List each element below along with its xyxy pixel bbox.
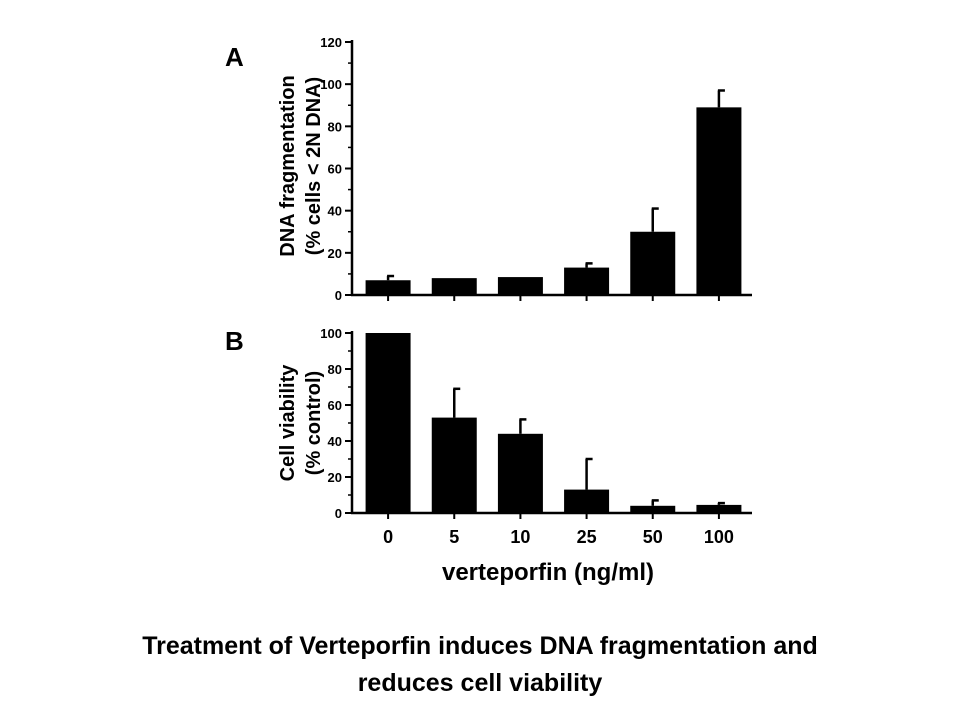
panel-b-ylabel-line1: Cell viability <box>277 364 299 482</box>
caption-line-2: reduces cell viability <box>357 669 603 697</box>
y-tick-label: 60 <box>328 398 342 413</box>
y-tick-label: 40 <box>328 204 342 219</box>
panel-a-chart: A DNA fragmentation (% cells < 2N DNA) 0… <box>225 35 752 303</box>
x-tick-label: 25 <box>577 527 597 547</box>
bar-a-10 <box>497 277 543 295</box>
bar-a-100 <box>696 107 742 295</box>
bar-b-10 <box>497 433 543 513</box>
y-tick-label: 20 <box>328 246 342 261</box>
bar-b-50 <box>630 505 676 513</box>
bar-b-5 <box>431 417 477 513</box>
panel-b-x-tick-labels: 0 5 10 25 50 100 <box>383 527 734 547</box>
figure: A DNA fragmentation (% cells < 2N DNA) 0… <box>225 35 752 586</box>
y-tick-label: 80 <box>328 119 342 134</box>
panel-b-x-axis <box>351 511 752 519</box>
x-tick-label: 100 <box>704 527 734 547</box>
figure-caption: Treatment of Verteporfin induces DNA fra… <box>0 628 960 702</box>
bar-a-50 <box>630 231 676 295</box>
y-tick-label: 40 <box>328 434 342 449</box>
bar-b-100 <box>696 504 742 513</box>
bar-a-0 <box>365 280 411 295</box>
bar-b-0 <box>365 333 411 513</box>
panel-a-bars <box>365 89 742 295</box>
panel-a-ylabel-line1: DNA fragmentation <box>277 75 299 256</box>
y-tick-label: 100 <box>320 77 342 92</box>
bar-a-5 <box>431 278 477 295</box>
panel-a-x-axis <box>351 293 752 301</box>
y-tick-label: 20 <box>328 470 342 485</box>
y-tick-label: 0 <box>335 506 342 521</box>
panel-b-chart: B Cell viability (% control) 0 20 40 60 80 10… <box>225 326 752 586</box>
caption-line-1: Treatment of Verteporfin induces DNA fra… <box>142 632 818 660</box>
y-tick-label: 120 <box>320 35 342 50</box>
panel-b-letter: B <box>225 326 244 356</box>
panel-a-ylabel-line2: (% cells < 2N DNA) <box>303 77 325 255</box>
y-tick-label: 60 <box>328 162 342 177</box>
x-tick-label: 0 <box>383 527 393 547</box>
panel-b-y-axis: 0 20 40 60 80 100 <box>320 326 354 521</box>
x-tick-label: 10 <box>510 527 530 547</box>
panel-b-ylabel-line2: (% control) <box>303 371 325 475</box>
panel-a-y-axis: 0 20 40 60 80 100 120 <box>320 35 354 303</box>
panel-b-bars <box>365 333 742 513</box>
panel-a-letter: A <box>225 42 244 72</box>
bar-b-25 <box>564 489 610 513</box>
bar-a-25 <box>564 267 610 295</box>
x-tick-label: 50 <box>643 527 663 547</box>
y-tick-label: 100 <box>320 326 342 341</box>
y-tick-label: 0 <box>335 288 342 303</box>
x-axis-title: verteporfin (ng/ml) <box>442 559 654 586</box>
y-tick-label: 80 <box>328 362 342 377</box>
x-tick-label: 5 <box>449 527 459 547</box>
